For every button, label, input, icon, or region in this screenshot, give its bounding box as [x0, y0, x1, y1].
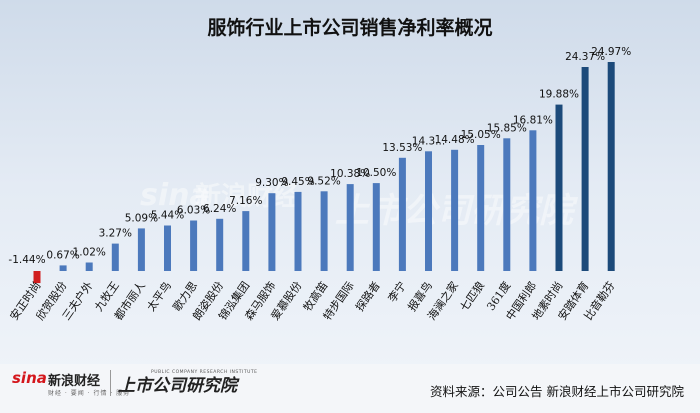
- bar-17: [477, 145, 485, 271]
- value-label-17: 15.05%: [461, 129, 501, 141]
- value-label-8: 7.16%: [229, 195, 262, 207]
- bar-18: [503, 138, 511, 271]
- bar-13: [372, 183, 380, 271]
- footer-logo-name: 新浪财经: [48, 374, 101, 389]
- bar-16: [451, 149, 459, 271]
- watermark-sina: sina: [140, 178, 210, 213]
- value-label-2: 1.02%: [73, 247, 106, 259]
- value-label-22: 24.97%: [591, 46, 631, 58]
- value-label-9: 9.30%: [255, 177, 288, 189]
- bar-22: [607, 62, 615, 271]
- value-label-13: 10.50%: [356, 167, 396, 179]
- bar-1: [59, 265, 67, 271]
- value-label-21: 24.37%: [565, 51, 605, 63]
- category-label-17: 七匹狼: [457, 279, 487, 314]
- bar-4: [137, 228, 145, 271]
- bar-10: [294, 191, 302, 271]
- footer-logo-sub: 财经 · 要闻 · 行情 · 服务: [48, 390, 131, 397]
- value-label-20: 19.88%: [539, 89, 579, 101]
- value-label-10: 9.45%: [281, 176, 314, 188]
- value-label-7: 6.24%: [203, 203, 236, 215]
- value-label-0: -1.44%: [8, 254, 45, 266]
- bar-6: [190, 220, 198, 271]
- bar-12: [346, 184, 354, 271]
- footer-research-logo: 上市公司研究院: [118, 376, 237, 396]
- value-label-6: 6.03%: [177, 205, 210, 217]
- value-label-18: 15.85%: [487, 122, 527, 134]
- value-label-16: 14.48%: [435, 134, 475, 146]
- bars-group: [33, 62, 615, 284]
- category-label-14: 李宁: [385, 279, 409, 305]
- bar-3: [111, 243, 119, 271]
- value-label-14: 13.53%: [382, 142, 422, 154]
- bar-9: [268, 193, 276, 271]
- value-label-15: 14.3...: [412, 135, 445, 147]
- value-labels-group: -1.44% 0.67%1.02% 3.27% 5.09%5.44%6.03%6.24…: [8, 46, 631, 266]
- value-label-19: 16.81%: [513, 114, 553, 126]
- category-label-5: 太平鸟: [144, 279, 174, 314]
- value-label-4: 5.09%: [125, 212, 158, 224]
- footer-sina-logo: sina: [12, 369, 47, 387]
- bar-0: [33, 271, 41, 284]
- footer-logo-divider: [110, 370, 111, 396]
- bar-5: [164, 225, 171, 271]
- value-label-12: 10.38%: [330, 168, 370, 180]
- value-label-3: 3.27%: [99, 228, 132, 240]
- bar-14: [398, 157, 406, 271]
- chart-title: 服饰行业上市公司销售净利率概况: [207, 16, 492, 39]
- footer-bar: [0, 364, 700, 413]
- bar-11: [320, 191, 328, 271]
- bar-15: [425, 151, 432, 271]
- value-label-11: 9.52%: [307, 175, 340, 187]
- bar-7: [216, 218, 224, 271]
- category-label-13: 探路者: [353, 279, 383, 313]
- bar-21: [581, 67, 589, 271]
- bar-8: [242, 211, 250, 271]
- bar-20: [555, 104, 563, 271]
- bar-19: [529, 130, 537, 271]
- value-label-1: 0.67%: [46, 249, 79, 261]
- source-note: 资料来源：公司公告 新浪财经上市公司研究院: [430, 384, 684, 399]
- bar-2: [85, 262, 93, 271]
- watermark-brand: 新浪财经: [195, 181, 299, 212]
- footer-research-en: PUBLIC COMPANY RESEARCH INSTITUTE: [151, 370, 258, 375]
- category-labels-group: 安正时尚欣贺股份三夫户外九牧王都市丽人太平鸟歌力思朗姿股份锦泓集团森马服饰爱慕股…: [7, 279, 618, 323]
- value-label-5: 5.44%: [151, 210, 184, 222]
